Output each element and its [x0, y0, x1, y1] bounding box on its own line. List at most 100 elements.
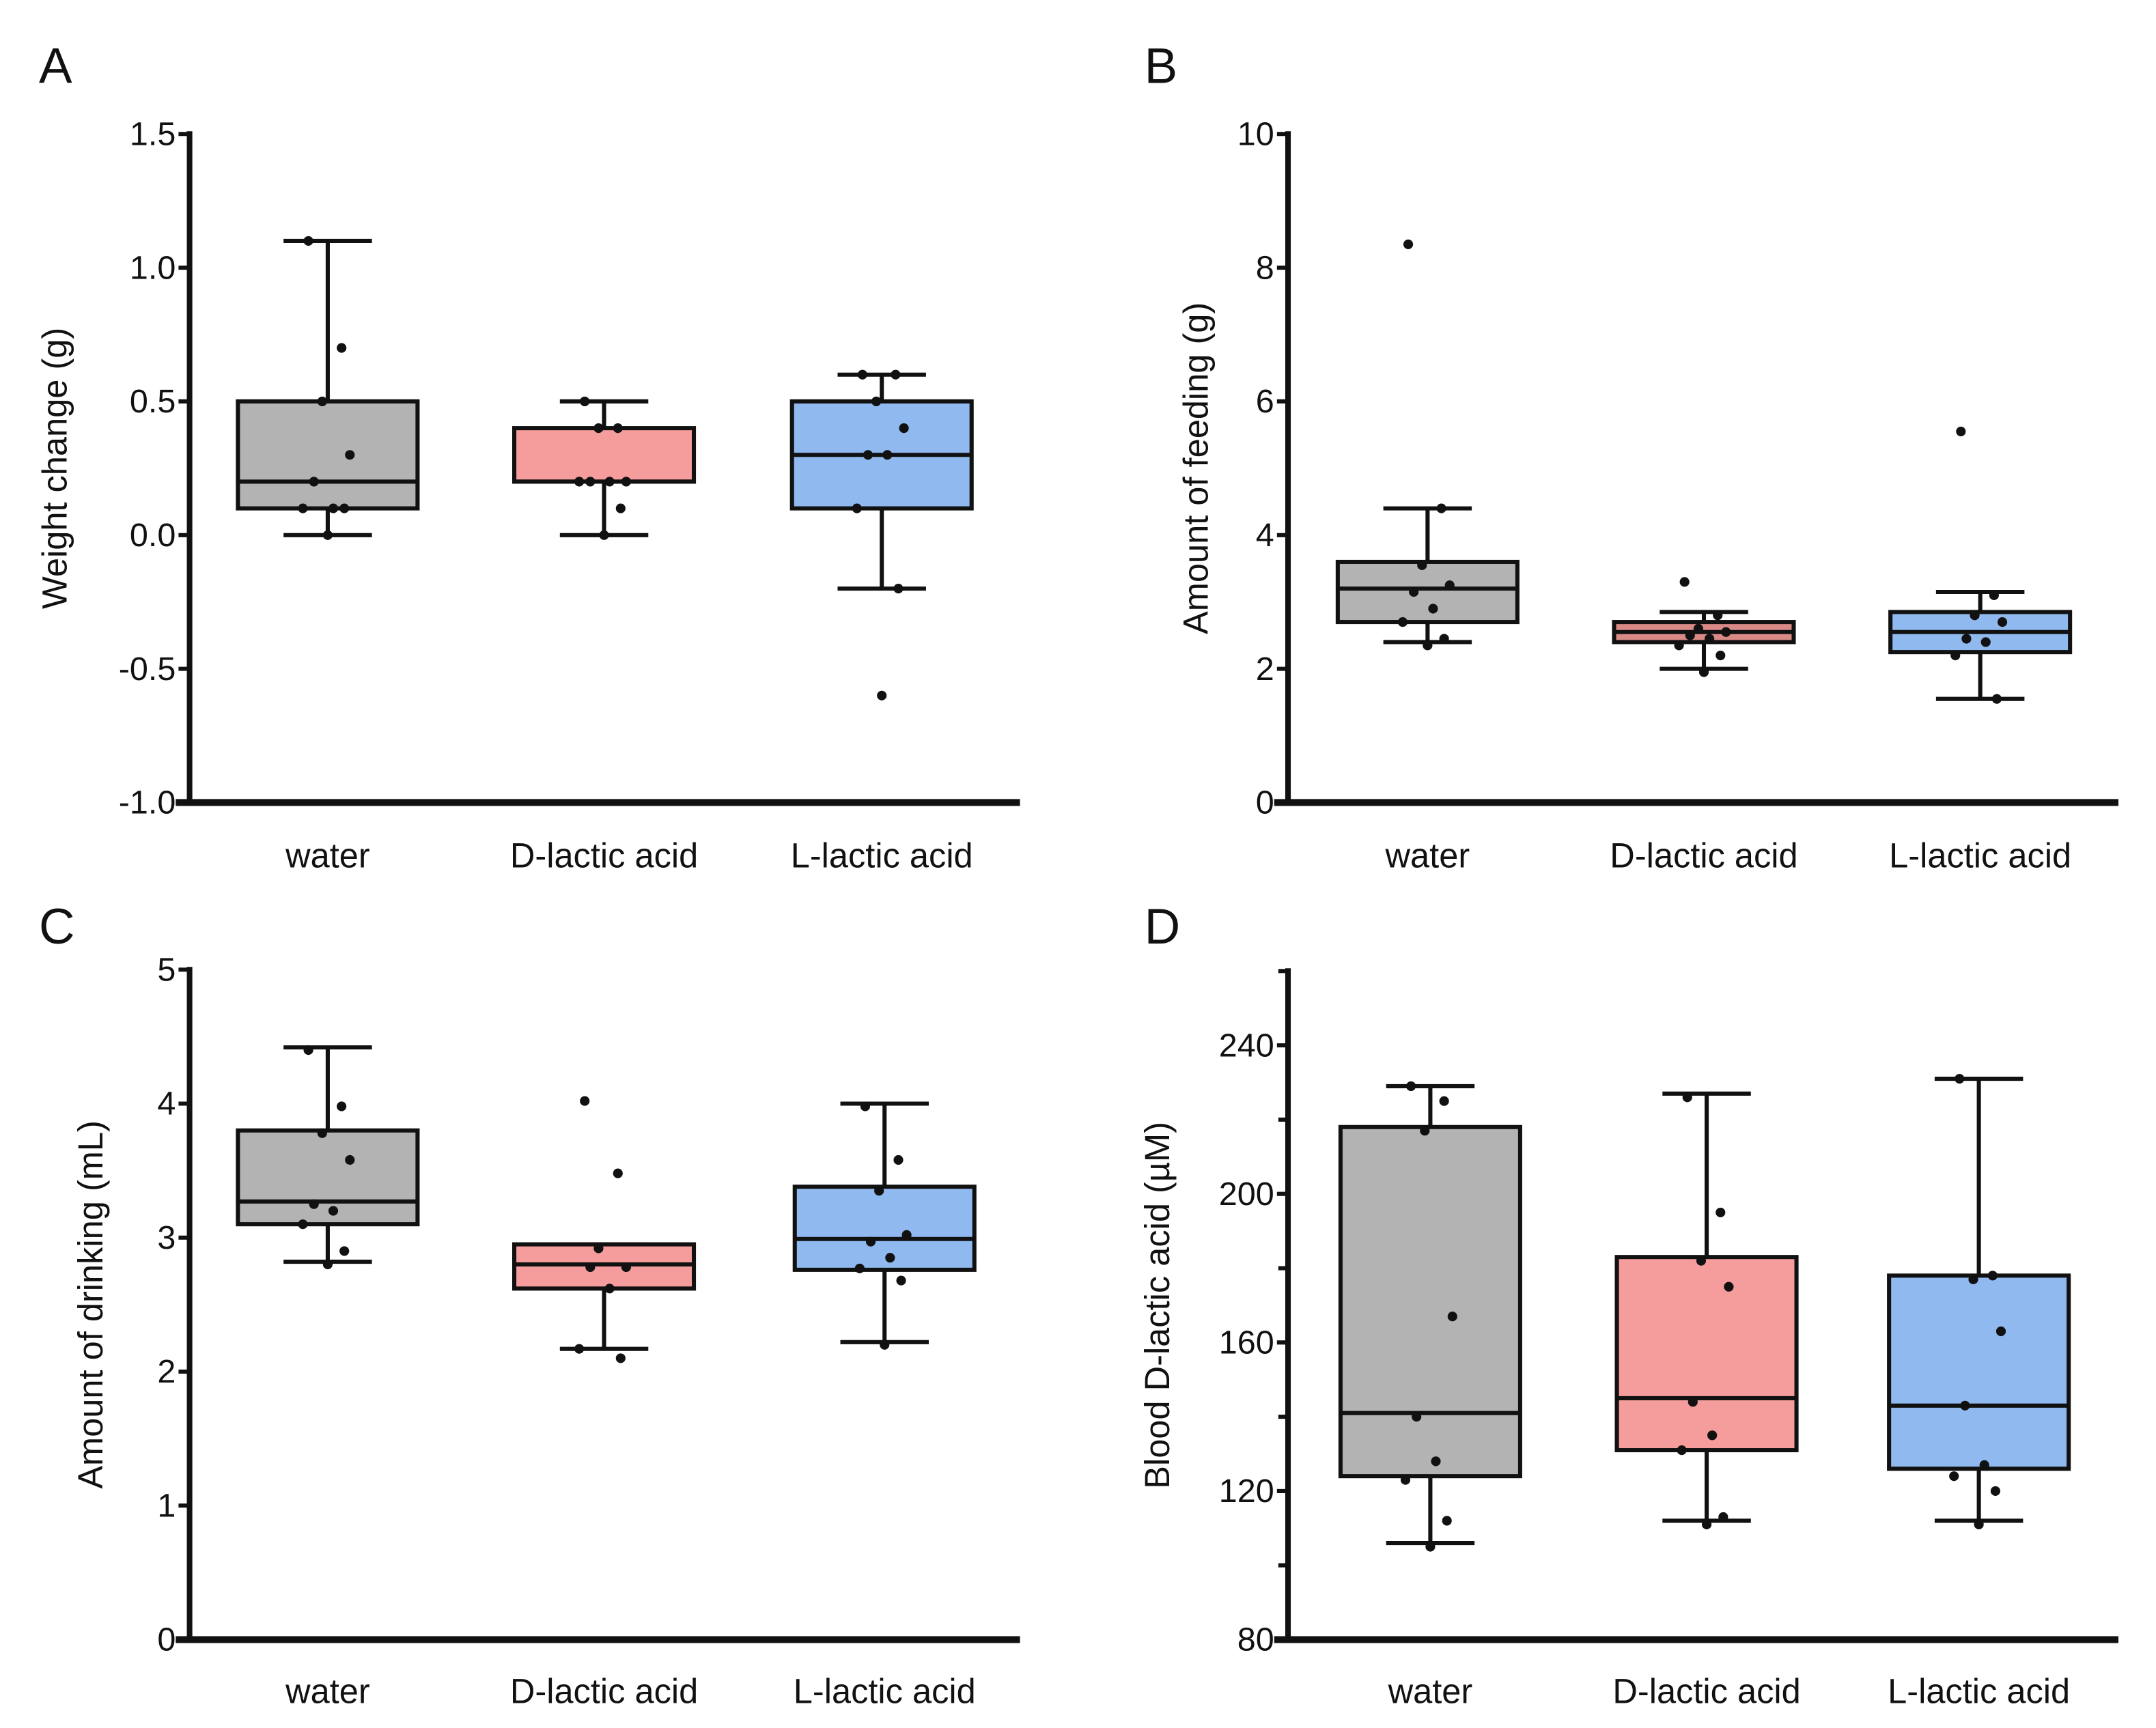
box-l-lactic-acid	[792, 1101, 977, 1350]
data-point	[1716, 650, 1726, 661]
box-l-lactic-acid	[1888, 426, 2073, 704]
data-point	[1996, 1326, 2006, 1337]
data-point	[298, 1219, 308, 1230]
data-point	[322, 1259, 333, 1270]
data-point	[574, 477, 585, 487]
box-l-lactic-acid	[1887, 1073, 2071, 1529]
y-tick-label: 6	[1256, 383, 1274, 420]
data-point	[615, 503, 626, 513]
data-point	[871, 396, 882, 407]
y-tick-label: 5	[157, 951, 176, 988]
data-point	[604, 1284, 615, 1294]
x-tick-label: L-lactic acid	[1888, 1672, 2070, 1711]
y-tick-label: 8	[1256, 249, 1274, 286]
data-point	[1439, 1096, 1449, 1106]
data-point	[885, 1253, 895, 1263]
panel-a: A -1.0 -0.5 0.0 0.5 1.0 1.5 Weight change (g) wa…	[36, 38, 1020, 875]
data-point	[882, 450, 893, 460]
data-point	[1412, 1412, 1422, 1422]
data-point	[1955, 1073, 1965, 1084]
y-tick-label: -1.0	[119, 784, 176, 821]
data-point	[1990, 1486, 2000, 1496]
x-tick-label: D-lactic acid	[1612, 1672, 1800, 1711]
x-tick-label: water	[1385, 836, 1470, 875]
data-point	[1716, 1207, 1726, 1217]
data-point	[901, 1230, 912, 1240]
data-point	[1718, 1512, 1728, 1522]
data-point	[337, 343, 347, 353]
x-tick-label: D-lactic acid	[1610, 836, 1797, 875]
box-iqr	[1614, 1255, 1799, 1453]
data-point	[863, 450, 873, 460]
data-point	[613, 423, 623, 434]
data-point	[1442, 1516, 1452, 1526]
data-point	[1997, 617, 2008, 627]
data-point	[574, 1344, 585, 1354]
data-point	[298, 503, 308, 513]
data-point	[1428, 604, 1438, 614]
box-d-lactic-acid	[1612, 577, 1796, 677]
data-point	[580, 396, 590, 407]
data-point	[874, 1186, 884, 1196]
y-tick-label: 10	[1237, 115, 1274, 152]
box-iqr	[512, 426, 697, 484]
data-point	[1403, 239, 1414, 249]
data-point	[303, 236, 313, 246]
box-d-lactic-acid	[1614, 1091, 1799, 1529]
data-point	[317, 1128, 327, 1138]
data-point	[857, 369, 867, 380]
y-tick-label: 0	[157, 1621, 176, 1658]
y-tick-label: 0.5	[130, 383, 176, 420]
data-point	[1698, 667, 1709, 677]
y-tick-label: 80	[1237, 1621, 1274, 1658]
data-point	[309, 477, 319, 487]
data-point	[615, 1353, 626, 1363]
data-point	[1406, 1081, 1416, 1092]
data-point	[854, 1263, 865, 1273]
data-point	[893, 584, 904, 594]
x-tick-label: L-lactic acid	[794, 1672, 976, 1711]
x-tick-label: water	[285, 836, 370, 875]
data-point	[1439, 634, 1449, 644]
data-point	[1677, 1445, 1687, 1456]
data-point	[1950, 650, 1961, 661]
box-iqr	[1338, 1124, 1522, 1479]
data-point	[1674, 640, 1684, 651]
data-point	[1956, 426, 1966, 437]
data-point	[1721, 627, 1731, 637]
data-point	[865, 1236, 876, 1247]
data-point	[877, 690, 887, 700]
y-tick-label: 1.0	[130, 249, 176, 286]
data-point	[1991, 694, 2002, 704]
data-point	[322, 530, 333, 540]
y-tick-label: 2	[1256, 651, 1274, 688]
box-l-lactic-acid	[789, 369, 974, 700]
data-point	[1425, 1542, 1436, 1552]
data-point	[1423, 640, 1433, 651]
data-point	[339, 503, 350, 513]
box-d-lactic-acid	[512, 1096, 697, 1363]
data-point	[1724, 1281, 1734, 1292]
data-point	[1713, 610, 1723, 621]
y-axis-label: Weight change (g)	[36, 328, 74, 609]
y-tick-label: 1	[157, 1487, 176, 1524]
data-point	[1960, 1400, 1970, 1411]
data-point	[1968, 1274, 1978, 1284]
data-point	[599, 530, 609, 540]
box-water	[1338, 1081, 1522, 1552]
data-point	[880, 1340, 890, 1350]
data-point	[1970, 610, 1980, 621]
data-point	[1417, 560, 1427, 570]
y-tick-label: 240	[1219, 1027, 1274, 1064]
box-iqr	[792, 1185, 977, 1272]
data-point	[345, 450, 355, 460]
data-point	[1701, 1519, 1712, 1529]
data-point	[593, 1243, 604, 1253]
data-point	[1949, 1471, 1959, 1482]
data-point	[1436, 503, 1446, 513]
data-point	[1961, 634, 1972, 644]
y-tick-label: 0	[1256, 784, 1274, 821]
y-tick-label: -0.5	[119, 651, 176, 688]
data-point	[1979, 1460, 1989, 1470]
